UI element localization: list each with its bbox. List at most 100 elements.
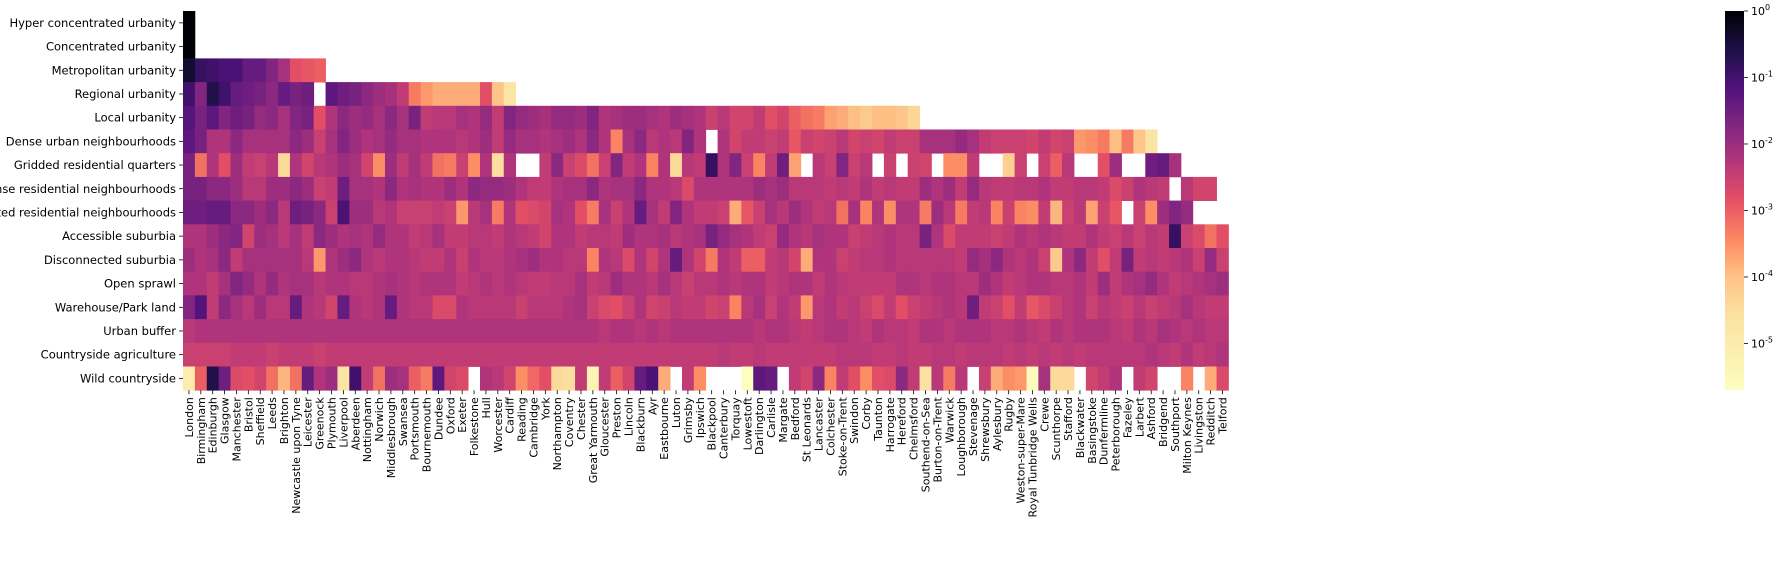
heatmap-cell [1062,248,1075,273]
heatmap-cell [1169,271,1182,296]
heatmap-cell [1216,366,1229,391]
heatmap-cell [242,58,255,83]
heatmap-cell [1085,176,1099,201]
heatmap-cell [527,224,540,249]
heatmap-cell [741,342,754,367]
heatmap-cell [563,105,576,130]
heatmap-cell [254,58,267,83]
heatmap-cell [610,319,623,344]
heatmap-cell [1180,366,1194,391]
column-label: Carlisle [765,397,778,438]
heatmap-cell [183,153,196,178]
heatmap-cell [432,153,445,178]
heatmap-cell [598,295,612,320]
heatmap-cell [931,342,944,367]
heatmap-cell [658,105,671,130]
heatmap-cell [729,153,742,178]
heatmap-cell [503,82,517,107]
heatmap-cell [1026,319,1039,344]
colorbar-tick-label: 10-2 [1751,136,1773,151]
heatmap-cell [693,342,707,367]
heatmap-cell [812,176,825,201]
heatmap-cell [337,224,350,249]
heatmap-cell [539,105,552,130]
heatmap-cell [278,224,291,249]
heatmap-cell [408,366,421,391]
heatmap-cell [313,342,326,367]
heatmap-cell [313,105,326,130]
heatmap-cell [1204,176,1217,201]
heatmap-cell [551,271,564,296]
heatmap-cell [194,176,208,201]
heatmap-cell [943,271,956,296]
heatmap-cell [967,248,980,273]
heatmap-cell [432,248,445,273]
heatmap-cell [883,366,897,391]
heatmap-cell [836,342,849,367]
heatmap-cell [1002,153,1015,178]
heatmap-cell [1216,342,1229,367]
row-label: Regional urbanity [75,87,177,101]
heatmap-cell [1109,176,1122,201]
heatmap-cell [1050,129,1063,154]
heatmap-cell [230,176,243,201]
heatmap-cell [527,271,540,296]
heatmap-cell [658,224,671,249]
heatmap-cell [1157,176,1170,201]
column-label: Hull [480,397,493,418]
heatmap-cell [396,366,410,391]
column-label: Bridgend [1157,397,1170,447]
heatmap-cell [408,319,421,344]
heatmap-cell [1169,295,1182,320]
heatmap-cell [266,271,279,296]
heatmap-cell [254,366,267,391]
heatmap-cell [622,271,635,296]
heatmap-cell [384,200,398,225]
heatmap-cell [206,153,220,178]
heatmap-cell [444,129,457,154]
heatmap-cell [396,319,410,344]
heatmap-cell [266,153,279,178]
heatmap-cell [1109,129,1122,154]
heatmap-cell [872,319,885,344]
heatmap-cell [765,319,778,344]
heatmap-cell [622,366,635,391]
heatmap-cell [919,129,932,154]
heatmap-cell [978,248,992,273]
heatmap-cell [836,248,849,273]
heatmap-cell [705,200,718,225]
heatmap-cell [812,248,825,273]
heatmap-cell [420,153,433,178]
heatmap-cell [610,105,623,130]
colorbar-tick-label: 10-1 [1751,69,1773,84]
heatmap-cell [420,200,433,225]
row-label: Urban buffer [103,324,176,338]
heatmap-cell [432,224,445,249]
heatmap-cell [432,366,445,391]
heatmap-cell [895,224,909,249]
heatmap-cell [1002,129,1015,154]
heatmap-cell [753,105,766,130]
heatmap-cell [895,295,909,320]
heatmap-cell [1121,176,1134,201]
heatmap-cell [242,319,255,344]
heatmap-cell [634,105,647,130]
heatmap-cell [670,271,683,296]
heatmap-cell [1145,295,1158,320]
heatmap-cell [907,342,920,367]
heatmap-cell [313,295,326,320]
heatmap-cell [480,271,493,296]
heatmap-cell [1074,271,1087,296]
heatmap-cell [824,224,837,249]
heatmap-cell [313,319,326,344]
heatmap-cell [242,224,255,249]
heatmap-cell [586,366,600,391]
heatmap-cell [325,224,338,249]
heatmap-cell [765,200,778,225]
heatmap-cell [563,295,576,320]
column-label: Dunfermline [1098,397,1111,465]
column-label: Folkestone [468,397,481,456]
heatmap-cell [1192,248,1206,273]
heatmap-cell [503,176,517,201]
column-label: Reading [516,397,529,442]
